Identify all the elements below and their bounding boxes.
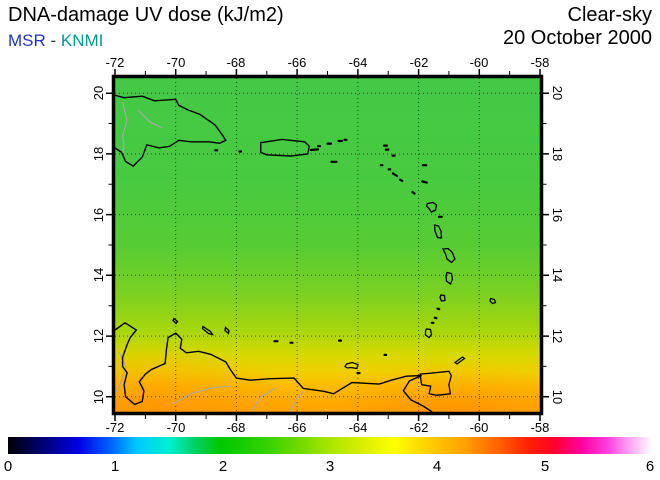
lon-tick-bottom: -62 (409, 420, 429, 435)
lat-tick-right: 12 (550, 328, 565, 344)
lon-tick-top: -70 (166, 55, 186, 70)
lon-tick-bottom: -58 (530, 420, 550, 435)
colorbar-tick-label: 3 (325, 458, 335, 475)
colorbar-tick-label: 6 (645, 458, 655, 475)
figure-source: MSR - KNMI (8, 31, 103, 51)
date-label: 20 October 2000 (503, 27, 652, 49)
lat-tick-left: 10 (91, 389, 106, 405)
lon-tick-top: -68 (226, 55, 246, 70)
colorbar-tick-label: 1 (110, 458, 120, 475)
lon-tick-bottom: -66 (287, 420, 307, 435)
sky-condition-label: Clear-sky (567, 4, 652, 26)
colorbar-tick-label: 0 (3, 458, 13, 475)
source-knmi: KNMI (60, 31, 104, 50)
lon-tick-top: -72 (105, 55, 125, 70)
lon-tick-top: -64 (348, 55, 368, 70)
lat-tick-right: 18 (550, 146, 565, 162)
source-separator: - (45, 31, 61, 50)
colorbar-tick-label: 2 (218, 458, 228, 475)
lat-tick-right: 10 (550, 389, 565, 405)
lon-tick-top: -60 (469, 55, 489, 70)
uv-dose-field (115, 78, 540, 412)
lat-tick-left: 16 (91, 207, 106, 223)
colorbar-tick-label: 4 (432, 458, 442, 475)
lon-tick-bottom: -64 (348, 420, 368, 435)
lon-tick-bottom: -70 (166, 420, 186, 435)
lon-tick-top: -62 (409, 55, 429, 70)
lat-tick-left: 20 (91, 85, 106, 101)
lon-tick-bottom: -72 (105, 420, 125, 435)
lat-tick-left: 12 (91, 328, 106, 344)
lat-tick-right: 20 (550, 85, 565, 101)
lon-tick-top: -58 (530, 55, 550, 70)
lat-tick-right: 14 (550, 267, 565, 283)
lon-tick-bottom: -68 (226, 420, 246, 435)
lat-tick-right: 16 (550, 207, 565, 223)
lat-tick-left: 14 (91, 267, 106, 283)
lat-tick-left: 18 (91, 146, 106, 162)
lon-tick-bottom: -60 (469, 420, 489, 435)
figure-title: DNA-damage UV dose (kJ/m2) (8, 4, 284, 26)
colorbar (8, 437, 652, 454)
lon-tick-top: -66 (287, 55, 307, 70)
source-msr: MSR (8, 31, 46, 50)
colorbar-tick-label: 5 (540, 458, 550, 475)
